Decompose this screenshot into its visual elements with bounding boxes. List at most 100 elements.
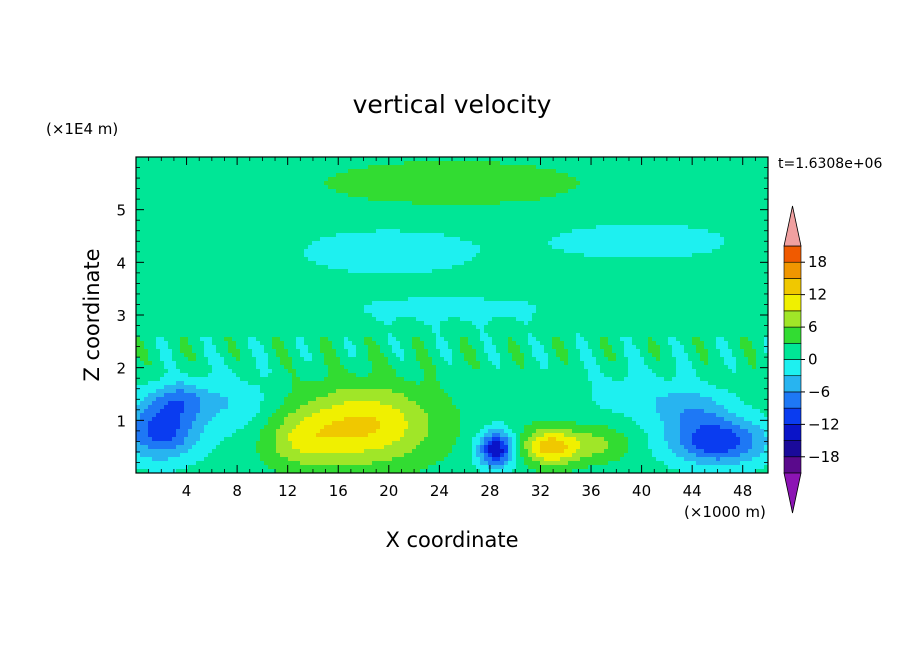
contour-cell [680,201,685,206]
contour-cell [200,221,205,226]
contour-cell [452,245,457,250]
contour-cell [728,261,733,266]
contour-cell [260,173,265,178]
contour-cell [192,257,197,262]
contour-cell [456,265,461,270]
contour-cell [616,273,621,278]
contour-cell [564,197,569,202]
contour-cell [716,277,721,282]
contour-cell [528,261,533,266]
contour-cell [668,177,673,182]
contour-cell [296,241,301,246]
contour-cell [672,157,677,162]
contour-cell [576,253,581,258]
contour-cell [244,213,249,218]
contour-cell [540,197,545,202]
contour-cell [316,237,321,242]
contour-cell [216,213,221,218]
contour-cell [176,201,181,206]
contour-cell [264,233,269,238]
contour-cell [628,261,633,266]
contour-cell [508,245,513,250]
contour-cell [572,245,577,250]
contour-cell [644,205,649,210]
contour-cell [592,229,597,234]
contour-cell [760,277,765,282]
contour-cell [280,161,285,166]
contour-cell [284,265,289,270]
contour-cell [388,169,393,174]
contour-cell [148,249,153,254]
contour-cell [444,245,449,250]
contour-cell [700,233,705,238]
contour-cell [668,273,673,278]
contour-cell [324,237,329,242]
contour-cell [452,209,457,214]
contour-cell [444,197,449,202]
contour-cell [688,185,693,190]
contour-cell [516,229,521,234]
contour-cell [648,237,653,242]
contour-cell [532,205,537,210]
contour-cell [164,181,169,186]
contour-cell [312,265,317,270]
contour-cell [708,193,713,198]
contour-cell [560,233,565,238]
contour-cell [604,253,609,258]
contour-cell [588,273,593,278]
contour-cell [256,205,261,210]
contour-cell [208,201,213,206]
contour-cell [144,273,149,278]
contour-cell [584,237,589,242]
contour-cell [400,161,405,166]
contour-cell [452,205,457,210]
contour-cell [752,229,757,234]
contour-cell [604,261,609,266]
contour-cell [528,181,533,186]
contour-cell [600,265,605,270]
contour-cell [156,221,161,226]
contour-cell [496,177,501,182]
contour-cell [500,189,505,194]
contour-cell [500,197,505,202]
contour-cell [624,221,629,226]
contour-cell [484,205,489,210]
contour-cell [740,169,745,174]
contour-cell [384,229,389,234]
contour-cell [364,261,369,266]
contour-cell [200,161,205,166]
contour-cell [712,213,717,218]
contour-cell [608,273,613,278]
contour-cell [344,221,349,226]
contour-cell [560,189,565,194]
contour-cell [692,233,697,238]
contour-cell [564,241,569,246]
contour-cell [444,265,449,270]
contour-cell [720,277,725,282]
contour-cell [644,233,649,238]
contour-cell [504,169,509,174]
contour-cell [204,221,209,226]
contour-cell [468,257,473,262]
contour-cell [296,273,301,278]
contour-cell [208,193,213,198]
contour-cell [576,173,581,178]
contour-cell [464,217,469,222]
contour-cell [728,249,733,254]
contour-cell [552,169,557,174]
contour-cell [348,189,353,194]
contour-cell [348,213,353,218]
contour-cell [592,161,597,166]
contour-cell [684,269,689,274]
contour-cell [480,221,485,226]
contour-cell [148,241,153,246]
contour-cell [664,257,669,262]
contour-cell [504,257,509,262]
contour-cell [640,217,645,222]
contour-cell [364,189,369,194]
contour-cell [752,221,757,226]
contour-cell [512,269,517,274]
contour-cell [372,205,377,210]
contour-cell [748,213,753,218]
contour-cell [608,253,613,258]
